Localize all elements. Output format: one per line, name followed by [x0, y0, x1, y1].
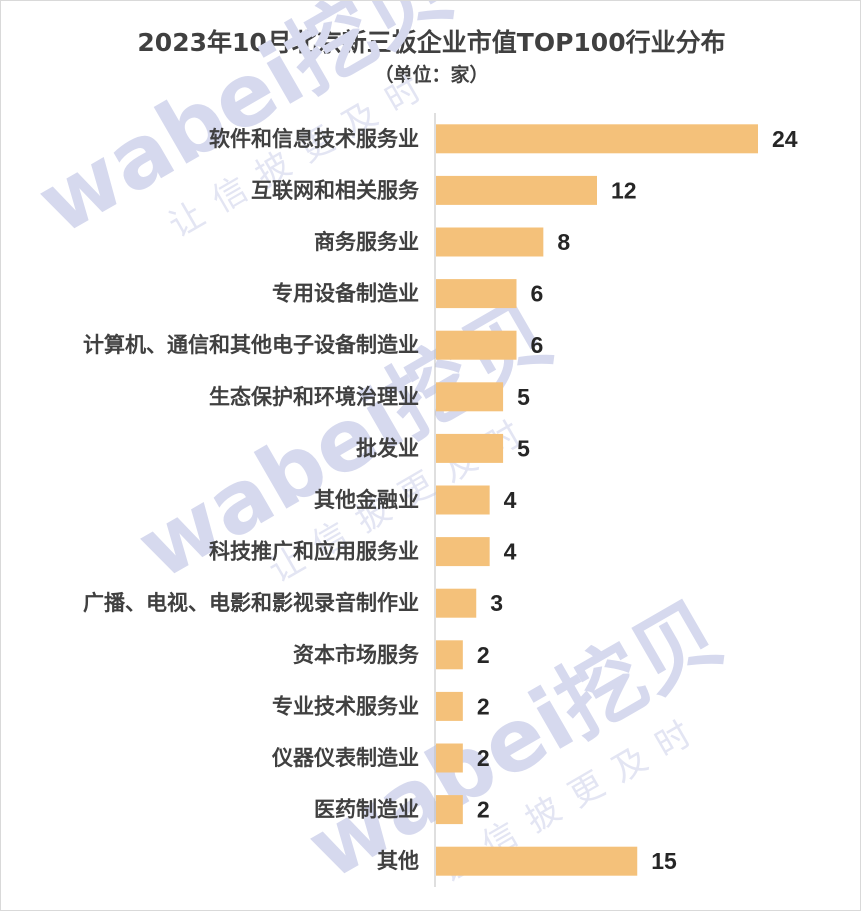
bar [436, 485, 490, 515]
value-label: 3 [490, 590, 503, 616]
category-label: 仪器仪表制造业 [271, 746, 419, 770]
bar [436, 382, 504, 412]
value-label: 2 [477, 693, 490, 719]
bar [436, 691, 463, 721]
category-label: 医药制造业 [314, 798, 419, 822]
bar [436, 124, 758, 154]
bar [436, 795, 463, 825]
bar [436, 330, 517, 360]
bar [436, 640, 463, 670]
category-label: 其他 [377, 849, 419, 873]
value-label: 6 [531, 332, 544, 358]
bar [436, 743, 463, 773]
value-label: 2 [477, 745, 490, 771]
category-label: 互联网和相关服务 [251, 178, 420, 202]
value-label: 24 [772, 126, 798, 152]
category-label: 科技推广和应用服务业 [209, 540, 419, 564]
bar [436, 279, 517, 309]
value-label: 5 [517, 384, 530, 410]
category-label: 生态保护和环境治理业 [209, 385, 419, 409]
bar [436, 175, 597, 205]
category-label: 资本市场服务 [293, 643, 420, 667]
value-label: 6 [531, 281, 544, 307]
value-label: 4 [504, 487, 517, 513]
category-label: 商务服务业 [314, 230, 419, 254]
category-label: 批发业 [356, 436, 419, 460]
category-label: 专用设备制造业 [272, 282, 419, 306]
chart-title: 2023年10月北京新三板企业市值TOP100行业分布 [137, 28, 726, 57]
bar [436, 846, 638, 876]
category-label: 专业技术服务业 [272, 694, 419, 718]
value-label: 4 [504, 539, 517, 565]
value-label: 2 [477, 797, 490, 823]
value-label: 2 [477, 642, 490, 668]
bar [436, 588, 477, 618]
value-label: 12 [611, 177, 637, 203]
category-label: 广播、电视、电影和影视录音制作业 [83, 591, 419, 615]
chart-subtitle: （单位：家） [374, 64, 489, 86]
category-label: 软件和信息技术服务业 [209, 127, 419, 151]
bar [436, 537, 490, 567]
category-label: 计算机、通信和其他电子设备制造业 [83, 333, 419, 357]
value-label: 5 [517, 435, 530, 461]
value-label: 8 [557, 229, 570, 255]
bar [436, 227, 544, 257]
value-label: 15 [651, 848, 677, 874]
bar [436, 433, 504, 463]
category-label: 其他金融业 [314, 488, 419, 512]
